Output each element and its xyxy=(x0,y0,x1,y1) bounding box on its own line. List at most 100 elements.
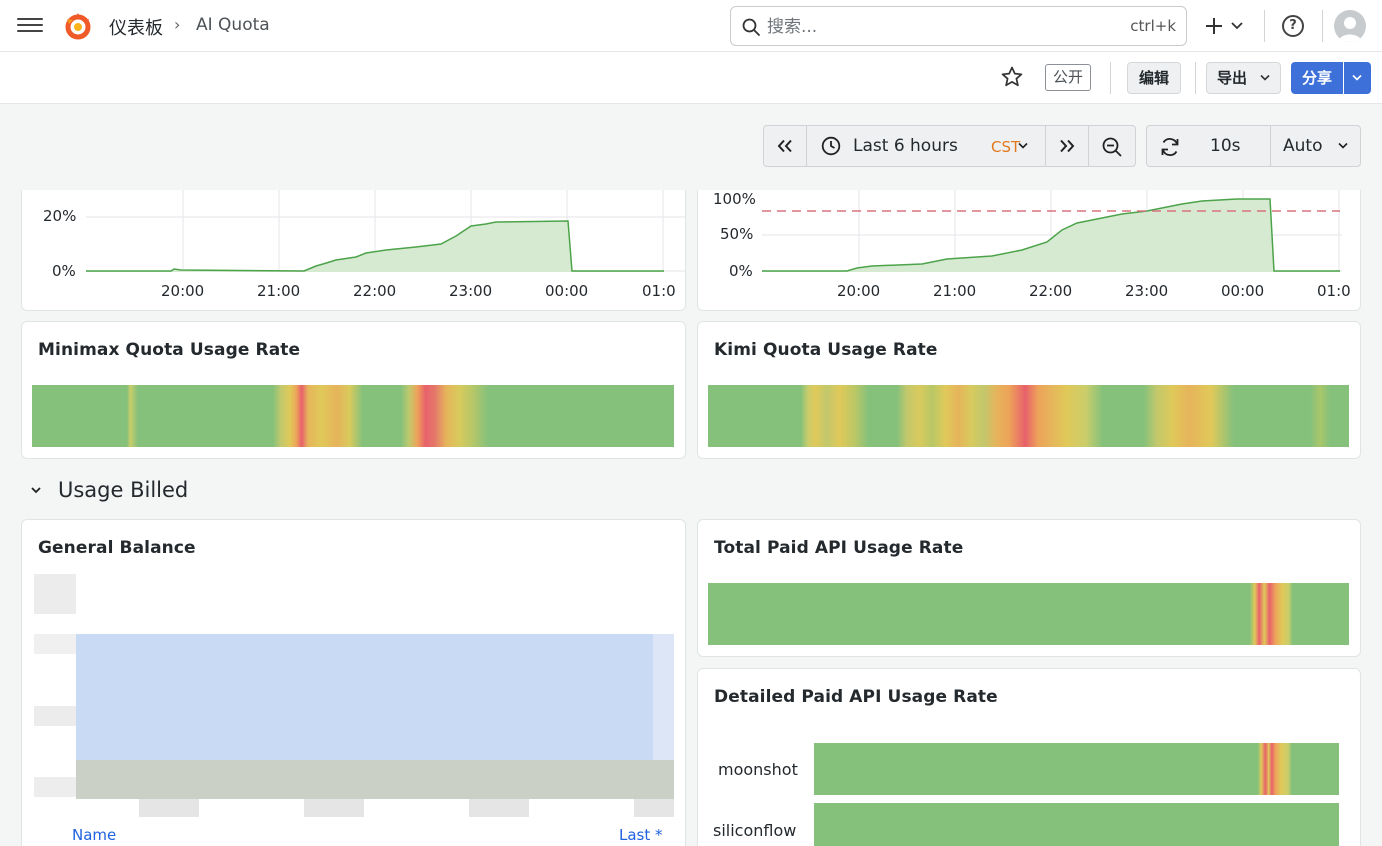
time-shift-back-button[interactable] xyxy=(764,126,807,166)
breadcrumb-dashboards[interactable]: 仪表板 xyxy=(109,18,163,39)
zoom-out-button[interactable] xyxy=(1089,126,1135,166)
siliconflow-status-bar[interactable] xyxy=(814,803,1339,846)
divider xyxy=(1322,10,1323,42)
refresh-controls: 10s Auto xyxy=(1146,125,1361,167)
search-icon xyxy=(742,18,760,36)
legend-name-header[interactable]: Name xyxy=(72,826,117,844)
x-tick-label: 21:00 xyxy=(933,282,977,300)
chevron-down-icon xyxy=(1018,142,1028,149)
search-shortcut: ctrl+k xyxy=(1130,17,1176,35)
kimi-status-bar[interactable] xyxy=(708,385,1349,447)
x-tick-label: 23:00 xyxy=(449,282,493,300)
time-shift-forward-button[interactable] xyxy=(1046,126,1089,166)
minimax-status-bar[interactable] xyxy=(32,385,674,447)
series-label-moonshot: moonshot xyxy=(718,760,798,779)
chevron-down-icon xyxy=(1352,74,1362,81)
row-title: Usage Billed xyxy=(58,478,189,502)
export-button[interactable]: 导出 xyxy=(1206,62,1281,94)
y-tick-label: 50% xyxy=(720,225,754,243)
moonshot-status-bar[interactable] xyxy=(814,743,1339,795)
chevron-down-icon[interactable] xyxy=(30,484,42,496)
left-timeseries-chart[interactable] xyxy=(86,190,686,310)
time-range-controls: Last 6 hours CST xyxy=(763,125,1136,167)
blurred-y-label xyxy=(34,706,76,726)
right-timeseries-chart[interactable] xyxy=(762,190,1342,310)
minimax-quota-panel: Minimax Quota Usage Rate xyxy=(21,321,686,459)
search-input[interactable] xyxy=(767,15,1087,39)
series-label-siliconflow: siliconflow xyxy=(713,821,797,840)
y-tick-label: 0% xyxy=(729,262,753,280)
share-button[interactable]: 分享 xyxy=(1291,62,1343,94)
chevron-down-icon xyxy=(1338,142,1348,149)
blurred-y-label xyxy=(34,574,76,614)
x-tick-label: 00:00 xyxy=(545,282,589,300)
x-tick-label: 21:00 xyxy=(257,282,301,300)
top-bar: 仪表板 › AI Quota ctrl+k ? xyxy=(0,0,1382,52)
panel-title: General Balance xyxy=(38,538,196,558)
breadcrumb-current: AI Quota xyxy=(196,15,270,35)
double-chevron-left-icon xyxy=(777,139,792,153)
avatar[interactable] xyxy=(1334,10,1366,42)
y-tick-label: 0% xyxy=(52,262,76,280)
divider xyxy=(1264,10,1265,42)
double-chevron-right-icon xyxy=(1060,139,1075,153)
grafana-logo-icon[interactable] xyxy=(62,10,94,42)
public-badge: 公开 xyxy=(1045,64,1092,91)
auto-label: Auto xyxy=(1283,136,1323,156)
y-tick-label: 20% xyxy=(43,207,77,225)
x-tick-label: 22:00 xyxy=(353,282,397,300)
blurred-y-label xyxy=(34,777,76,797)
blurred-y-label xyxy=(34,634,76,654)
balance-chart-area[interactable] xyxy=(34,572,674,822)
right-timeseries-panel: 100% 50% 0% 20:00 21:00 22:00 23:00 00:0… xyxy=(697,190,1361,311)
usage-area xyxy=(86,221,664,272)
total-paid-status-bar[interactable] xyxy=(708,583,1349,645)
refresh-icon xyxy=(1161,138,1179,156)
share-dropdown-button[interactable] xyxy=(1344,62,1371,94)
divider xyxy=(1195,62,1196,94)
refresh-interval: 10s xyxy=(1210,136,1241,156)
auto-refresh-dropdown[interactable]: Auto xyxy=(1271,126,1361,166)
help-icon[interactable]: ? xyxy=(1282,15,1304,37)
balance-area-base xyxy=(76,760,674,799)
x-tick-label: 01:0 xyxy=(642,282,676,300)
detailed-paid-api-panel: Detailed Paid API Usage Rate moonshot si… xyxy=(697,668,1361,846)
time-range-label: Last 6 hours xyxy=(853,136,958,156)
clock-icon xyxy=(821,136,841,156)
x-tick-label: 20:00 xyxy=(161,282,205,300)
refresh-button[interactable]: 10s xyxy=(1147,126,1271,166)
general-balance-panel: General Balance Name Last * xyxy=(21,519,686,846)
timezone-label: CST xyxy=(991,138,1021,156)
zoom-out-icon xyxy=(1102,137,1122,157)
star-icon[interactable] xyxy=(1000,65,1024,89)
kimi-quota-panel: Kimi Quota Usage Rate xyxy=(697,321,1361,459)
panel-title: Total Paid API Usage Rate xyxy=(714,538,964,558)
x-tick-label: 20:00 xyxy=(837,282,881,300)
panel-title: Kimi Quota Usage Rate xyxy=(714,340,938,360)
balance-area-edge xyxy=(653,634,674,799)
x-tick-label: 01:0 xyxy=(1317,282,1351,300)
left-timeseries-panel: 20% 0% 20:00 21:00 22:00 23:00 00:00 01:… xyxy=(21,190,686,311)
x-tick-label: 22:00 xyxy=(1029,282,1073,300)
blurred-x-labels xyxy=(34,799,674,817)
menu-icon[interactable] xyxy=(16,14,44,38)
search-box[interactable]: ctrl+k xyxy=(730,6,1187,46)
panel-title: Detailed Paid API Usage Rate xyxy=(714,687,998,707)
edit-button[interactable]: 编辑 xyxy=(1127,62,1182,94)
usage-line xyxy=(762,198,1340,272)
panel-title: Minimax Quota Usage Rate xyxy=(38,340,301,360)
total-paid-api-panel: Total Paid API Usage Rate xyxy=(697,519,1361,657)
dashboard-toolbar: 公开 编辑 导出 分享 xyxy=(0,52,1382,104)
y-tick-label: 100% xyxy=(713,190,756,208)
breadcrumb-separator-icon: › xyxy=(174,15,181,34)
x-tick-label: 23:00 xyxy=(1125,282,1169,300)
divider xyxy=(1110,62,1111,94)
add-new-button[interactable] xyxy=(1202,12,1248,40)
user-icon xyxy=(1338,17,1362,42)
x-tick-label: 00:00 xyxy=(1221,282,1265,300)
usage-area xyxy=(762,199,1340,272)
time-range-picker[interactable]: Last 6 hours CST xyxy=(807,126,1046,166)
legend-last-header[interactable]: Last * xyxy=(619,826,663,844)
export-label: 导出 xyxy=(1217,69,1248,87)
chevron-down-icon xyxy=(1260,74,1270,81)
